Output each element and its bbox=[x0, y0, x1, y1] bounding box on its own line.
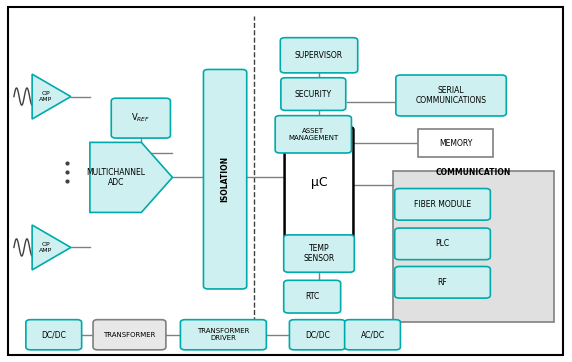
Text: V$_{REF}$: V$_{REF}$ bbox=[132, 112, 150, 125]
Text: SERIAL
COMMUNICATIONS: SERIAL COMMUNICATIONS bbox=[416, 86, 487, 105]
Text: TRANSFORMER: TRANSFORMER bbox=[104, 332, 156, 338]
FancyBboxPatch shape bbox=[280, 38, 358, 73]
FancyBboxPatch shape bbox=[275, 115, 351, 153]
FancyBboxPatch shape bbox=[395, 189, 490, 220]
Text: DC/DC: DC/DC bbox=[41, 330, 66, 339]
Text: AC/DC: AC/DC bbox=[360, 330, 384, 339]
Text: MULTICHANNEL
ADC: MULTICHANNEL ADC bbox=[86, 168, 145, 187]
FancyBboxPatch shape bbox=[26, 320, 82, 350]
FancyBboxPatch shape bbox=[289, 320, 345, 350]
FancyBboxPatch shape bbox=[281, 78, 345, 110]
Text: ASSET
MANAGEMENT: ASSET MANAGEMENT bbox=[288, 128, 339, 141]
FancyBboxPatch shape bbox=[396, 75, 506, 116]
Bar bbox=[418, 129, 493, 157]
Polygon shape bbox=[32, 225, 71, 270]
FancyBboxPatch shape bbox=[395, 266, 490, 298]
Text: COMMUNICATION: COMMUNICATION bbox=[436, 168, 511, 177]
Text: OP
AMP: OP AMP bbox=[39, 242, 53, 253]
Polygon shape bbox=[90, 142, 172, 212]
Text: RTC: RTC bbox=[305, 292, 319, 301]
FancyBboxPatch shape bbox=[284, 235, 354, 272]
Text: DC/DC: DC/DC bbox=[305, 330, 329, 339]
Polygon shape bbox=[32, 74, 71, 119]
Bar bbox=[393, 171, 554, 322]
FancyBboxPatch shape bbox=[285, 127, 353, 239]
Text: μC: μC bbox=[311, 176, 327, 189]
Text: SUPERVISOR: SUPERVISOR bbox=[295, 51, 343, 60]
FancyBboxPatch shape bbox=[284, 280, 341, 313]
Text: SECURITY: SECURITY bbox=[295, 89, 332, 98]
FancyBboxPatch shape bbox=[344, 320, 400, 350]
FancyBboxPatch shape bbox=[204, 70, 247, 289]
Text: OP
AMP: OP AMP bbox=[39, 91, 53, 102]
Text: FIBER MODULE: FIBER MODULE bbox=[414, 200, 471, 209]
FancyBboxPatch shape bbox=[395, 228, 490, 260]
Text: RF: RF bbox=[438, 278, 447, 287]
FancyBboxPatch shape bbox=[93, 320, 166, 350]
FancyBboxPatch shape bbox=[180, 320, 267, 350]
Text: PLC: PLC bbox=[435, 239, 450, 248]
FancyBboxPatch shape bbox=[111, 98, 170, 138]
Text: ISOLATION: ISOLATION bbox=[221, 156, 229, 202]
Text: TRANSFORMER
DRIVER: TRANSFORMER DRIVER bbox=[197, 328, 249, 341]
Text: MEMORY: MEMORY bbox=[439, 139, 472, 148]
Text: TEMP
SENSOR: TEMP SENSOR bbox=[303, 244, 335, 263]
